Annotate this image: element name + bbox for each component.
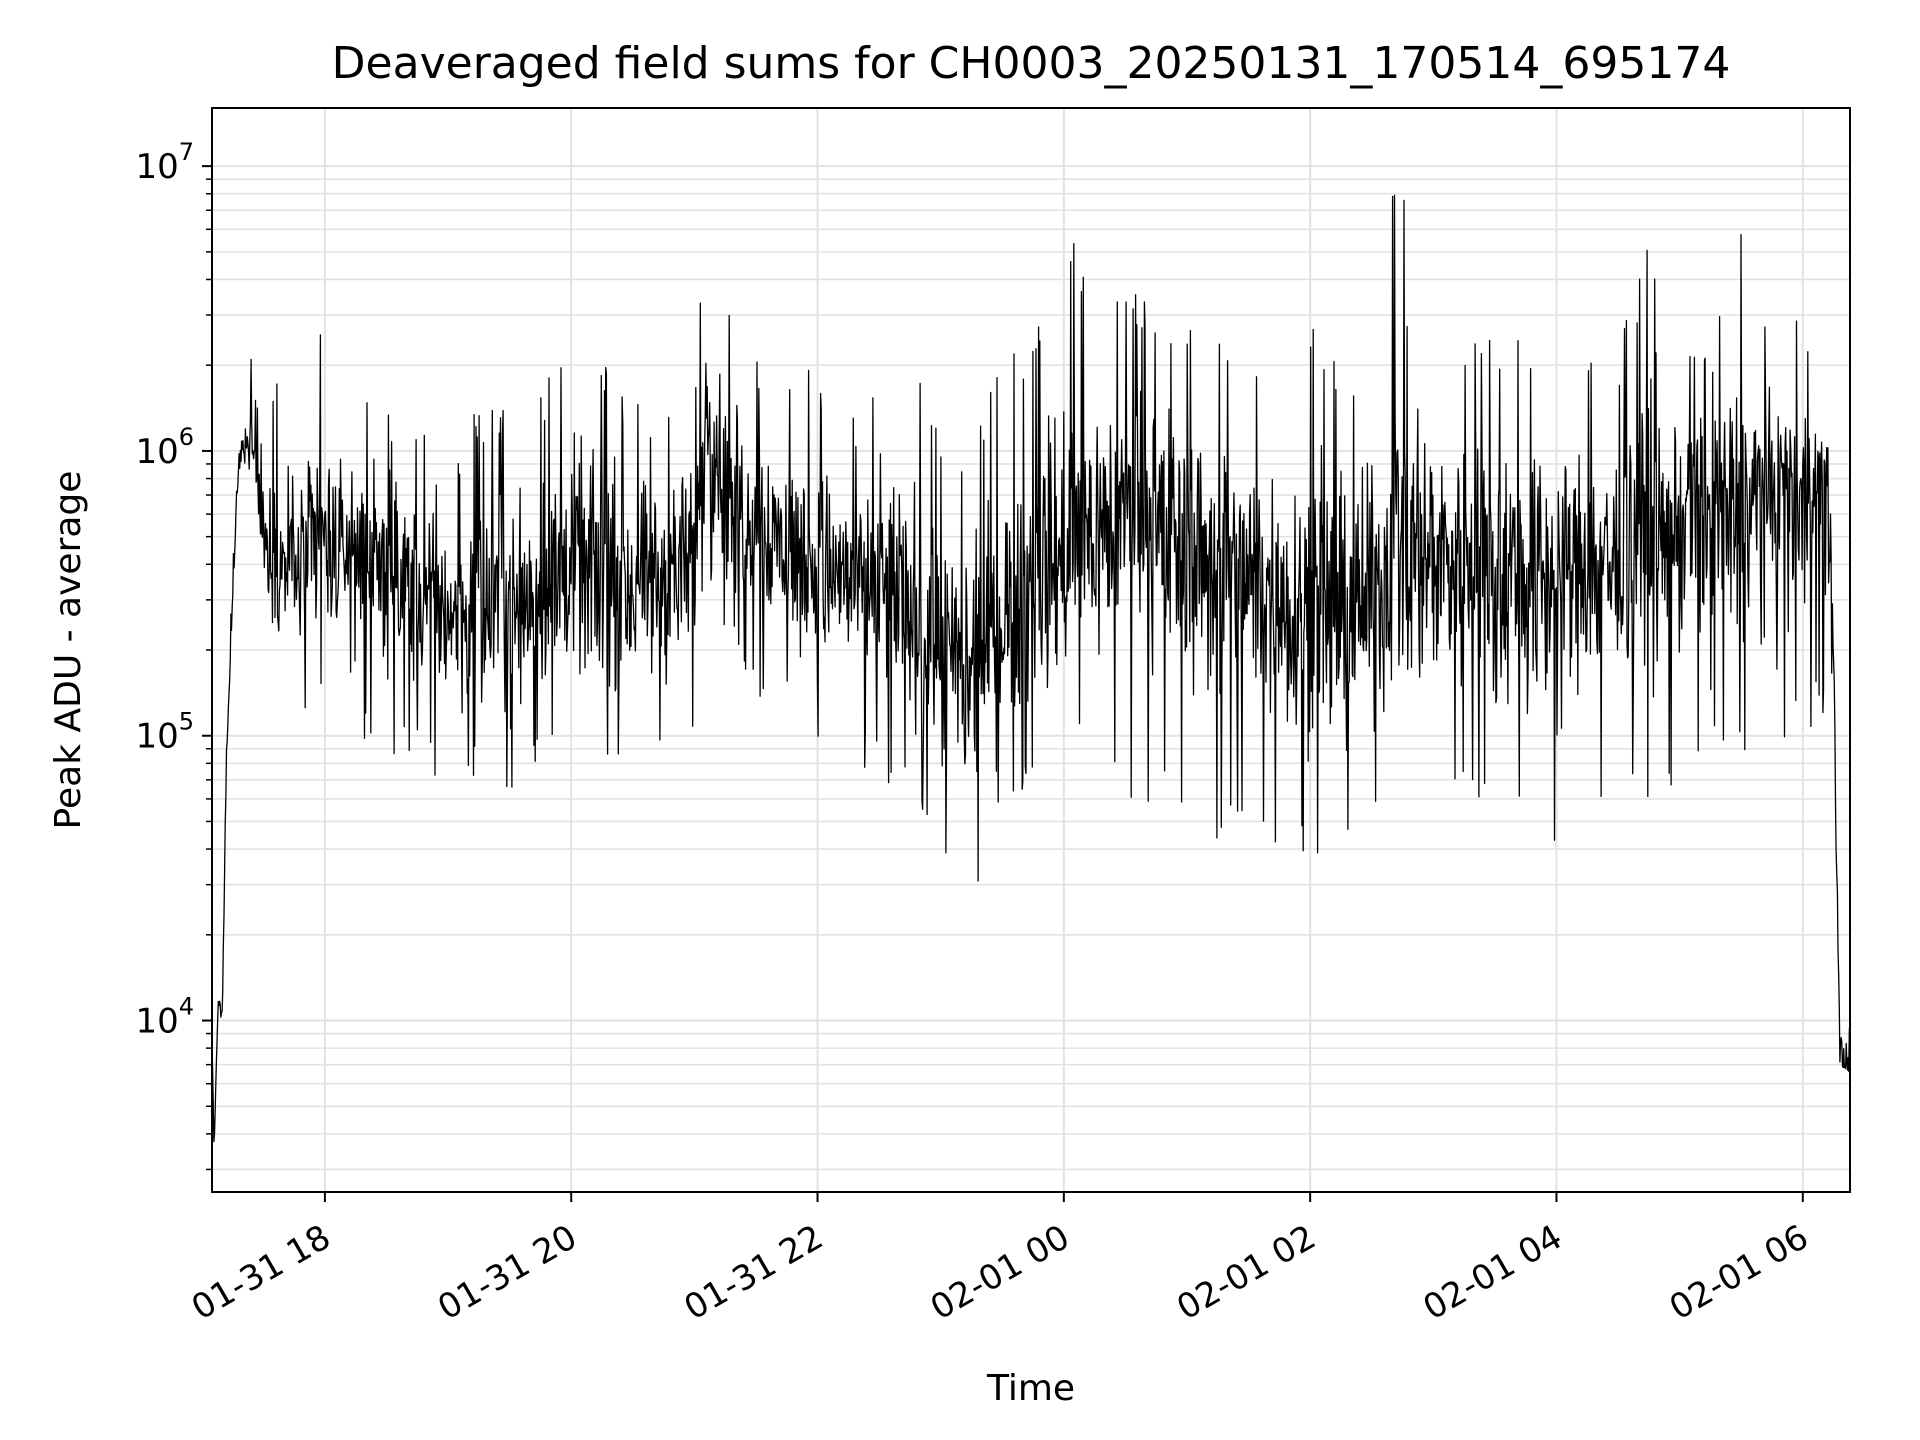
- y-axis-label: Peak ADU - average: [48, 471, 89, 830]
- y-axis: 104 105 106 107: [135, 138, 212, 1171]
- y-tick-label: 107: [135, 138, 194, 187]
- chart-title: Deaveraged field sums for CH0003_2025013…: [332, 38, 1731, 89]
- y-tick-label: 106: [135, 423, 194, 472]
- x-axis-label: Time: [986, 1368, 1075, 1409]
- series: [211, 194, 1851, 1143]
- y-tick-label: 105: [135, 708, 194, 757]
- y-tick-label: 104: [135, 993, 194, 1042]
- series-line: [211, 194, 1851, 1143]
